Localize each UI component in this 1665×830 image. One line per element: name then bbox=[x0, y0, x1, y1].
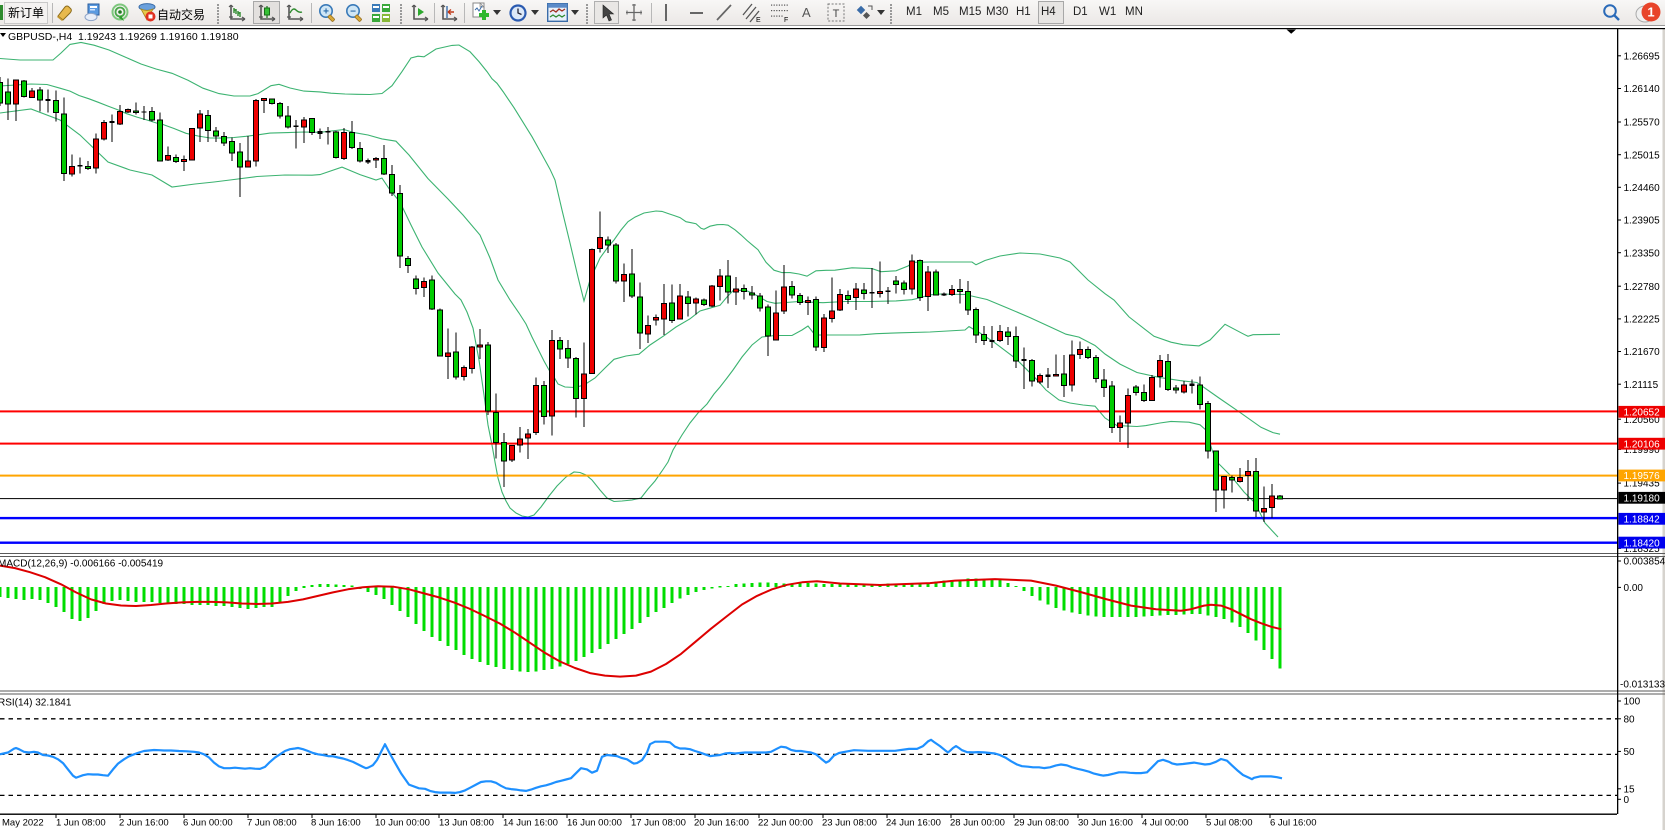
svg-text:1.26695: 1.26695 bbox=[1624, 51, 1661, 62]
svg-text:5 Jul 08:00: 5 Jul 08:00 bbox=[1206, 818, 1252, 829]
svg-text:0.00: 0.00 bbox=[1624, 583, 1644, 594]
svg-text:F: F bbox=[784, 17, 788, 23]
svg-text:10 Jun 00:00: 10 Jun 00:00 bbox=[375, 818, 430, 829]
svg-text:1.22225: 1.22225 bbox=[1624, 315, 1661, 326]
svg-text:0: 0 bbox=[1624, 795, 1630, 806]
svg-text:20 Jun 16:00: 20 Jun 16:00 bbox=[694, 818, 749, 829]
svg-text:1.25570: 1.25570 bbox=[1624, 118, 1661, 129]
svg-text:1: 1 bbox=[1647, 5, 1654, 20]
svg-text:29 Jun 08:00: 29 Jun 08:00 bbox=[1014, 818, 1069, 829]
svg-text:1.19990: 1.19990 bbox=[1624, 445, 1661, 456]
svg-text:6 Jul 16:00: 6 Jul 16:00 bbox=[1270, 818, 1316, 829]
svg-text:E: E bbox=[756, 17, 761, 23]
svg-text:28 Jun 00:00: 28 Jun 00:00 bbox=[950, 818, 1005, 829]
svg-text:1.26140: 1.26140 bbox=[1624, 84, 1661, 95]
svg-text:1 Jun 08:00: 1 Jun 08:00 bbox=[56, 818, 106, 829]
svg-text:0.003854: 0.003854 bbox=[1624, 557, 1665, 568]
svg-text:80: 80 bbox=[1624, 714, 1636, 725]
svg-text:1.20106: 1.20106 bbox=[1624, 439, 1661, 450]
svg-text:14 Jun 16:00: 14 Jun 16:00 bbox=[503, 818, 558, 829]
svg-text:30 Jun 16:00: 30 Jun 16:00 bbox=[1078, 818, 1133, 829]
svg-text:1.18842: 1.18842 bbox=[1624, 515, 1661, 526]
svg-text:−: − bbox=[350, 7, 356, 18]
svg-text:1.21115: 1.21115 bbox=[1624, 380, 1659, 391]
svg-text:6 Jun 00:00: 6 Jun 00:00 bbox=[183, 818, 233, 829]
svg-text:15: 15 bbox=[1624, 784, 1636, 795]
svg-text:1.20652: 1.20652 bbox=[1624, 408, 1661, 419]
svg-text:8 Jun 16:00: 8 Jun 16:00 bbox=[311, 818, 361, 829]
svg-text:17 Jun 08:00: 17 Jun 08:00 bbox=[631, 818, 686, 829]
svg-text:13 Jun 08:00: 13 Jun 08:00 bbox=[439, 818, 494, 829]
svg-text:100: 100 bbox=[1624, 697, 1641, 708]
svg-text:-0.013133: -0.013133 bbox=[1620, 680, 1665, 691]
svg-text:GBPUSD-,H4 1.19243 1.19269 1.: GBPUSD-,H4 1.19243 1.19269 1.19160 1.191… bbox=[8, 31, 239, 43]
svg-text:24 Jun 16:00: 24 Jun 16:00 bbox=[886, 818, 941, 829]
svg-text:2 Jun 16:00: 2 Jun 16:00 bbox=[119, 818, 169, 829]
svg-text:22 Jun 00:00: 22 Jun 00:00 bbox=[758, 818, 813, 829]
svg-text:7 Jun 08:00: 7 Jun 08:00 bbox=[247, 818, 297, 829]
svg-text:1.20560: 1.20560 bbox=[1624, 415, 1661, 426]
svg-text:T: T bbox=[833, 8, 840, 20]
svg-text:1.18420: 1.18420 bbox=[1624, 538, 1661, 549]
svg-text:+: + bbox=[323, 7, 329, 18]
svg-text:23 Jun 08:00: 23 Jun 08:00 bbox=[822, 818, 877, 829]
svg-text:1.23350: 1.23350 bbox=[1624, 248, 1661, 259]
svg-text:1.19180: 1.19180 bbox=[1624, 494, 1661, 505]
svg-text:4 Jul 00:00: 4 Jul 00:00 bbox=[1142, 818, 1188, 829]
svg-text:1.18325: 1.18325 bbox=[1624, 544, 1661, 555]
svg-text:RSI(14) 32.1841: RSI(14) 32.1841 bbox=[0, 698, 72, 709]
svg-text:1.21670: 1.21670 bbox=[1624, 347, 1661, 358]
svg-text:1.22780: 1.22780 bbox=[1624, 282, 1661, 293]
svg-text:1.19576: 1.19576 bbox=[1624, 471, 1661, 482]
svg-text:50: 50 bbox=[1624, 747, 1636, 758]
svg-text:MACD(12,26,9) -0.006166 -0.005: MACD(12,26,9) -0.006166 -0.005419 bbox=[0, 559, 164, 570]
svg-text:May 2022: May 2022 bbox=[2, 818, 44, 829]
svg-text:1.24460: 1.24460 bbox=[1624, 183, 1661, 194]
svg-text:1.25015: 1.25015 bbox=[1624, 150, 1661, 161]
svg-text:1.19435: 1.19435 bbox=[1624, 479, 1661, 490]
svg-text:16 Jun 00:00: 16 Jun 00:00 bbox=[567, 818, 622, 829]
svg-text:1.23905: 1.23905 bbox=[1624, 216, 1661, 227]
